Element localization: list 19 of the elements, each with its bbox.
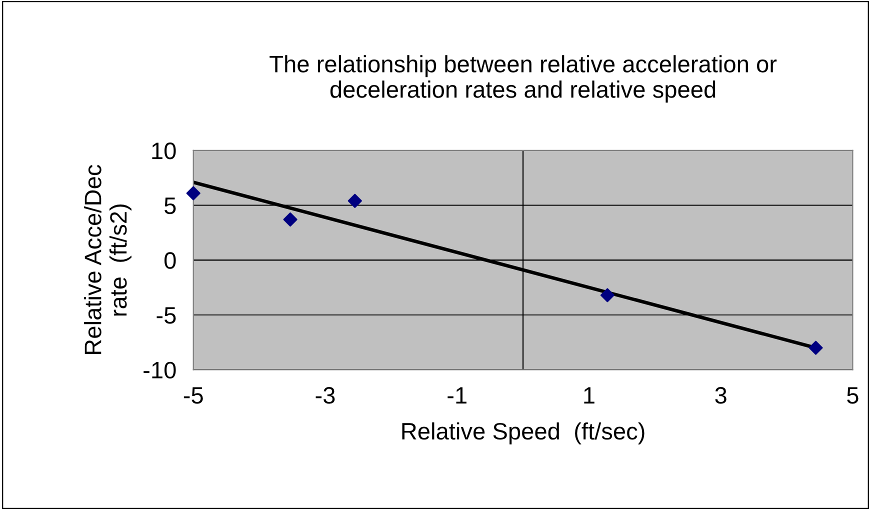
point: [283, 212, 298, 227]
y-axis-title: Relative Acce/Dec rate (ft/s2): [84, 164, 132, 354]
x-axis-title: Relative Speed (ft/sec): [402, 422, 644, 444]
x-tick-label: 3: [715, 387, 726, 404]
y-tick-label: -5: [156, 307, 176, 324]
y-tick-label: -10: [144, 362, 176, 379]
y-tick-label: 0: [164, 252, 176, 269]
point: [348, 194, 362, 208]
y-tick-label: 10: [152, 142, 176, 160]
point: [600, 288, 614, 302]
x-tick-label: -3: [316, 387, 335, 404]
x-tick-label: -1: [448, 387, 466, 404]
point: [186, 186, 200, 200]
point: [808, 340, 823, 355]
y-tick-label: 5: [164, 198, 176, 214]
chart-title: The relationship between relative acceleration or deceleration rates and relative speed: [270, 55, 777, 103]
x-tick-label: 5: [847, 387, 858, 404]
x-tick-label: 1: [584, 387, 594, 404]
x-tick-label: -5: [184, 387, 203, 404]
